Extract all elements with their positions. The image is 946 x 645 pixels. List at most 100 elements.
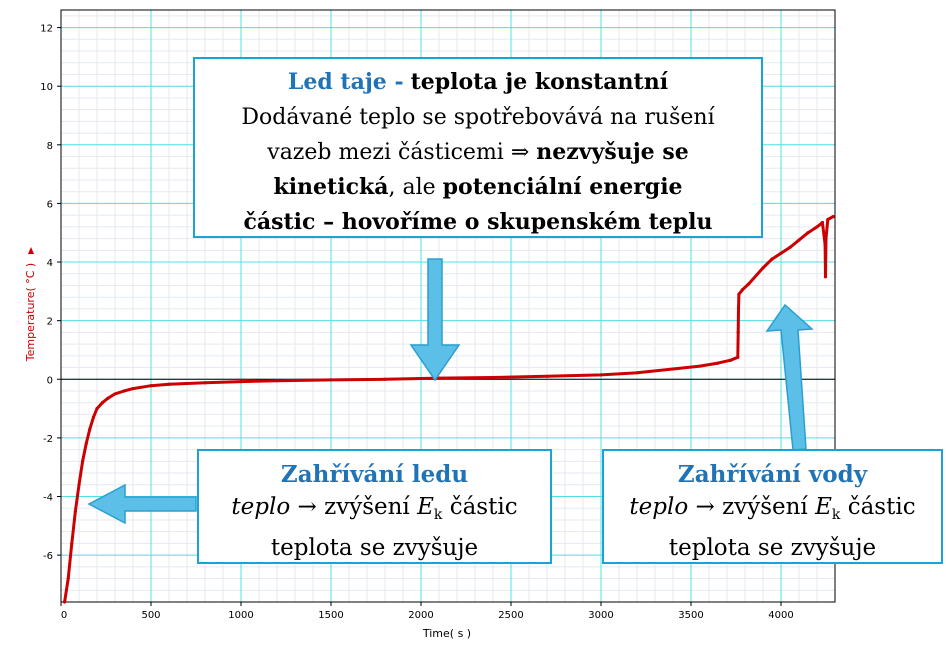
data-point	[826, 217, 830, 222]
y-tick-label: 0	[47, 375, 53, 386]
x-tick-label: 0	[61, 610, 67, 621]
data-point	[88, 427, 92, 431]
data-point	[806, 231, 810, 235]
data-point	[91, 415, 95, 419]
data-point	[716, 361, 720, 365]
data-point	[779, 251, 783, 255]
y-tick-label: 10	[40, 82, 53, 93]
y-axis-label: Temperature( °C )	[24, 263, 37, 362]
data-point	[167, 382, 171, 386]
water-heating-teplo: teplo	[629, 494, 689, 520]
y-tick-label: 2	[47, 317, 53, 328]
temperature-series	[63, 215, 835, 604]
data-point	[491, 375, 495, 380]
data-point	[820, 220, 825, 225]
right-arrow-icon: →	[695, 494, 715, 520]
data-point	[736, 330, 740, 334]
data-point	[761, 266, 765, 270]
y-tick-label: -6	[43, 551, 53, 562]
data-point	[823, 275, 828, 279]
y-tick-label: 12	[40, 24, 53, 35]
melting-title-blue: Led taje -	[287, 69, 404, 95]
ice-heating-e-sub: k	[433, 507, 443, 523]
data-point	[740, 288, 744, 292]
data-point	[823, 242, 827, 247]
data-point	[824, 236, 828, 241]
data-point	[737, 292, 741, 296]
data-point	[736, 307, 741, 311]
data-point	[545, 374, 549, 378]
water-heating-e-symbol: E	[815, 494, 832, 520]
x-tick-label: 1500	[318, 610, 343, 621]
y-tick-label: -2	[43, 434, 53, 445]
water-heating-callout: Zahřívání vody teplo → zvýšení Ek částic…	[602, 449, 943, 564]
x-tick-label: 4000	[768, 610, 793, 621]
data-point	[815, 225, 819, 229]
ice-heating-callout: Zahřívání ledu teplo → zvýšení Ek částic…	[197, 449, 552, 564]
series-marker-icon	[28, 247, 34, 254]
ice-heating-teplo: teplo	[231, 494, 291, 520]
melting-line-2: Dodávané teplo se spotřebovává na rušení	[241, 105, 715, 130]
y-tick-label: 8	[47, 141, 53, 152]
ice-heating-increase: zvýšení	[324, 494, 410, 520]
melting-callout: Led taje - teplota je konstantní Dodávan…	[193, 57, 763, 238]
data-point	[81, 459, 85, 463]
up-arrow-icon	[765, 303, 814, 451]
data-point	[770, 257, 774, 261]
data-point	[70, 541, 74, 545]
data-point	[599, 373, 603, 377]
data-point	[788, 245, 792, 249]
ice-heating-line-3: teplota se zvyšuje	[270, 535, 479, 561]
water-heating-line-3: teplota se zvyšuje	[668, 535, 877, 561]
melting-line-5: částic – hovoříme o skupenském teplu	[243, 209, 713, 235]
melting-line-3-bold: nezvyšuje se	[536, 139, 689, 165]
data-point	[66, 576, 70, 581]
melting-line-4-bold-a: kinetická	[273, 174, 389, 200]
y-tick-label: 6	[47, 199, 53, 210]
data-point	[106, 396, 110, 400]
data-point	[729, 358, 733, 362]
implies-arrow-icon: ⇒	[510, 140, 530, 165]
down-arrow-icon	[409, 258, 461, 382]
x-axis-ticks: 0 500 1000 1500 2000 2500 3000 3500 4000	[60, 602, 794, 621]
melting-title-bold: teplota je konstantní	[410, 69, 669, 95]
data-point	[437, 376, 441, 380]
data-point	[747, 282, 751, 286]
data-point	[275, 379, 279, 383]
data-point	[84, 442, 88, 446]
data-point	[383, 377, 387, 381]
data-point	[95, 406, 99, 411]
y-axis-ticks: -6 -4 -2 0 2 4 6 8 10 12	[40, 24, 61, 562]
x-tick-label: 2500	[498, 610, 523, 621]
left-arrow-icon	[87, 483, 197, 525]
x-tick-label: 500	[141, 610, 160, 621]
data-point	[831, 215, 835, 219]
data-point	[736, 355, 740, 359]
data-point	[113, 392, 117, 396]
water-heating-particles: částic	[847, 494, 916, 520]
x-tick-label: 2000	[408, 610, 433, 621]
data-point	[63, 600, 67, 604]
data-point	[77, 483, 81, 487]
data-point	[122, 389, 126, 393]
plot-frame	[60, 9, 836, 603]
ice-heating-title: Zahřívání ledu	[280, 461, 469, 488]
x-tick-label: 1000	[228, 610, 253, 621]
data-point	[797, 238, 801, 242]
x-tick-label: 3500	[678, 610, 703, 621]
data-point	[131, 387, 135, 391]
data-point	[149, 384, 153, 388]
water-heating-e-sub: k	[831, 507, 841, 523]
data-point	[698, 364, 702, 368]
x-axis-label: Time( s )	[422, 627, 471, 640]
data-point	[100, 401, 104, 405]
data-point	[73, 509, 77, 513]
melting-line-4-bold-b: potenciální energie	[442, 174, 683, 200]
data-point	[671, 367, 675, 371]
melting-line-4-mid: , ale	[388, 175, 436, 200]
x-tick-label: 3000	[588, 610, 613, 621]
melting-line-3a: vazeb mezi částicemi	[267, 140, 504, 165]
ice-heating-e-symbol: E	[417, 494, 434, 520]
data-point	[329, 378, 333, 382]
y-tick-label: -4	[43, 492, 53, 503]
